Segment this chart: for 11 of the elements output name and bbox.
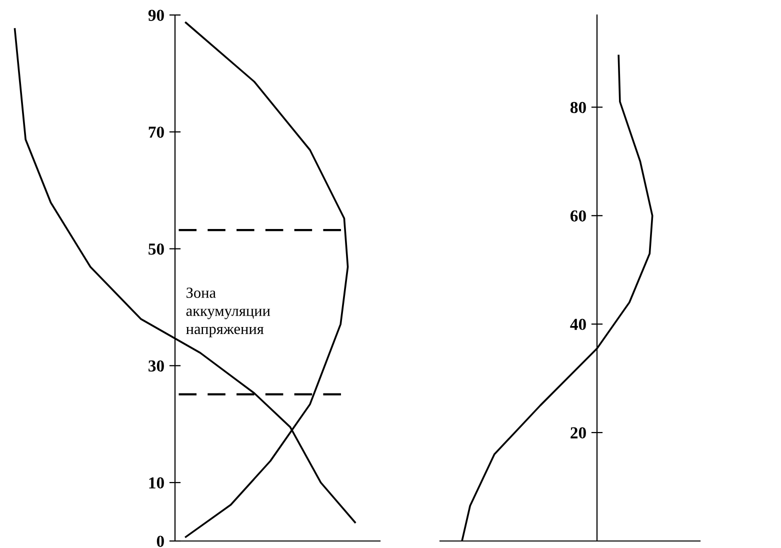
y-tick-label: 30 — [148, 360, 164, 372]
y-tick-label: 70 — [148, 126, 164, 138]
y-tick-label: 40 — [570, 318, 586, 330]
y-tick-label: 50 — [148, 243, 164, 255]
y-tick-label: 80 — [570, 102, 586, 114]
y-tick-label: 10 — [149, 477, 164, 488]
annotation: Зона аккумуляции напряжения — [186, 288, 270, 338]
y-tick-label: 60 — [570, 210, 586, 222]
y-tick-label: 20 — [570, 427, 586, 438]
y-tick-label: 90 — [148, 10, 164, 21]
y-tick-label: 0 — [156, 536, 164, 547]
